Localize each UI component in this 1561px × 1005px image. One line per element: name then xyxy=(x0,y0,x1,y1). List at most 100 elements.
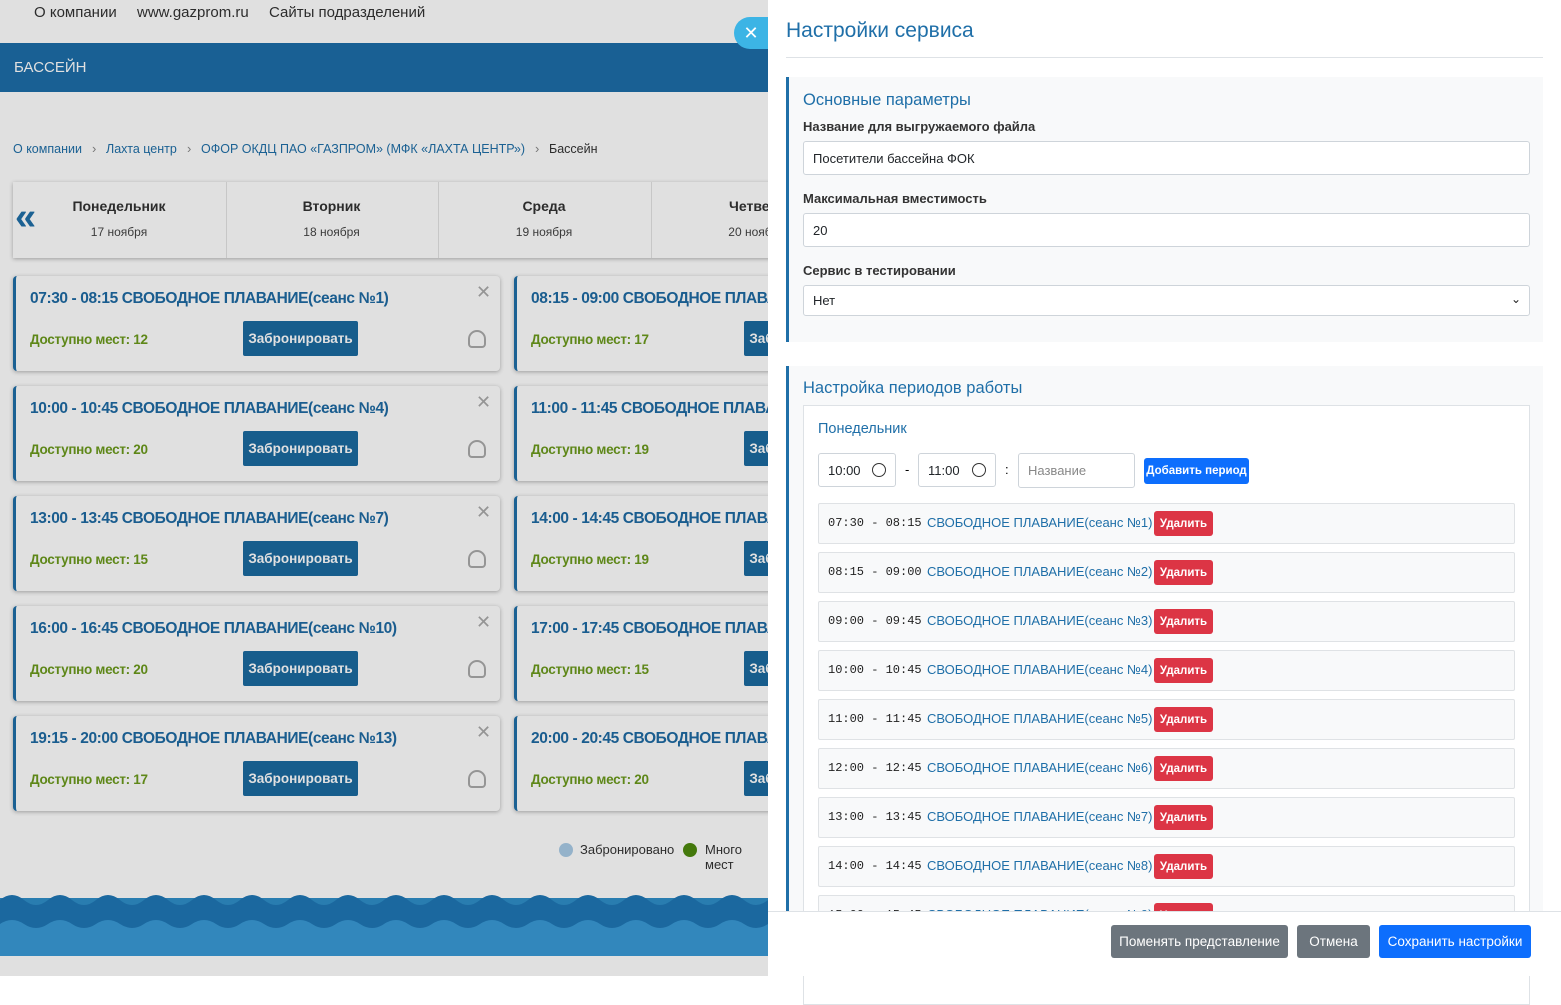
day-date: 17 ноября xyxy=(90,225,148,239)
background-page: « О компании www.gazprom.ru Сайты подразде… xyxy=(0,0,768,976)
available-seats: Доступно мест: 19 xyxy=(531,442,649,457)
available-seats: Доступно мест: 20 xyxy=(30,442,148,457)
session-title: 20:00 - 20:45 СВОБОДНОЕ ПЛАВАНИЕ(сеанс №… xyxy=(531,730,768,747)
delete-button[interactable]: Удалить xyxy=(1154,658,1213,683)
modal-overlay[interactable] xyxy=(0,0,768,976)
session-title: 14:00 - 14:45 СВОБОДНОЕ ПЛАВАНИЕ(сеанс №… xyxy=(531,510,768,527)
remove-icon[interactable]: ✕ xyxy=(476,612,492,632)
periods-section: Настройка периодов работы Понедельник 10:0… xyxy=(786,366,1543,1005)
available-seats: Доступно мест: 20 xyxy=(531,772,649,787)
nav-link[interactable]: Сайты подразделений xyxy=(269,4,426,21)
book-button[interactable]: Забронировать xyxy=(243,431,358,466)
remove-icon[interactable]: ✕ xyxy=(476,502,492,522)
day-date: 19 ноября xyxy=(515,225,573,239)
settings-panel: Настройки сервиса Основные параметры Назва… xyxy=(768,0,1561,1005)
legend-label: Много мест xyxy=(705,842,742,872)
delete-button[interactable]: Удалить xyxy=(1154,609,1213,634)
available-seats: Доступно мест: 17 xyxy=(30,772,148,787)
period-time: 11:00 - 11:45 xyxy=(828,712,922,726)
day-divider xyxy=(438,182,439,258)
book-button[interactable]: Забронировать xyxy=(744,321,768,356)
available-seats: Доступно мест: 17 xyxy=(531,332,649,347)
delete-button[interactable]: Удалить xyxy=(1154,854,1213,879)
session-card: 17:00 - 17:45 СВОБОДНОЕ ПЛАВАНИЕ(сеанс №… xyxy=(514,606,768,701)
delete-button[interactable]: Удалить xyxy=(1154,756,1213,781)
day-divider xyxy=(650,182,652,258)
name-input[interactable]: Название xyxy=(1018,453,1135,488)
delete-button[interactable]: Удалить xyxy=(1154,805,1213,830)
text-input[interactable]: Посетители бассейна ФОК xyxy=(803,141,1530,175)
prev-week[interactable]: « xyxy=(15,196,37,238)
section-heading: Настройка периодов работы xyxy=(803,379,1023,397)
book-button[interactable]: Забронировать xyxy=(243,321,358,356)
period-item: 13:00 - 13:45 СВОБОДНОЕ ПЛАВАНИЕ(сеанс №7… xyxy=(818,797,1515,838)
clock-icon xyxy=(972,463,986,477)
book-button[interactable]: Забронировать xyxy=(243,761,358,796)
legend-dot xyxy=(683,843,697,857)
dash: - xyxy=(905,462,910,477)
day-name[interactable]: Четверг xyxy=(729,198,768,214)
clock-icon xyxy=(872,463,886,477)
day-name[interactable]: Вторник xyxy=(302,198,361,214)
field-label: Сервис в тестировании xyxy=(803,263,956,278)
book-button[interactable]: Забронировать xyxy=(744,431,768,466)
period-item: 14:00 - 14:45 СВОБОДНОЕ ПЛАВАНИЕ(сеанс №8… xyxy=(818,846,1515,887)
period-name: СВОБОДНОЕ ПЛАВАНИЕ(сеанс №5) xyxy=(927,711,1153,726)
day-name[interactable]: Понедельник xyxy=(72,198,166,214)
footer-button[interactable]: Сохранить настройки xyxy=(1379,925,1531,958)
select-arrow: ⌄ xyxy=(1510,292,1521,306)
delete-button[interactable]: Удалить xyxy=(1154,560,1213,585)
book-button[interactable]: Забронировать xyxy=(243,541,358,576)
day-heading: Понедельник xyxy=(818,421,907,437)
nav-link[interactable]: www.gazprom.ru xyxy=(137,4,249,21)
panel-title: Настройки сервиса xyxy=(786,19,974,42)
book-button[interactable]: Забронировать xyxy=(243,651,358,686)
session-title: 10:00 - 10:45 СВОБОДНОЕ ПЛАВАНИЕ(сеанс №… xyxy=(30,400,389,417)
remove-icon[interactable]: ✕ xyxy=(476,282,492,302)
text-input[interactable]: 20 xyxy=(803,213,1530,247)
time-input[interactable]: 11:00 xyxy=(918,453,996,487)
book-button[interactable]: Забронировать xyxy=(744,651,768,686)
users-icon xyxy=(468,660,486,678)
add-period-button[interactable]: Добавить период xyxy=(1144,458,1249,484)
users-icon xyxy=(468,770,486,788)
section-heading: Основные параметры xyxy=(803,91,971,109)
book-button[interactable]: Забронировать xyxy=(744,761,768,796)
period-item: 07:30 - 08:15 СВОБОДНОЕ ПЛАВАНИЕ(сеанс №1… xyxy=(818,503,1515,544)
days-bar: « xyxy=(13,182,768,258)
delete-button[interactable]: Удалить xyxy=(1154,511,1213,536)
wave xyxy=(0,920,768,956)
period-time: 09:00 - 09:45 xyxy=(828,614,922,628)
session-card: 14:00 - 14:45 СВОБОДНОЕ ПЛАВАНИЕ(сеанс №… xyxy=(514,496,768,591)
time-input[interactable]: 10:00 xyxy=(818,453,896,487)
footer-button[interactable]: Отмена xyxy=(1297,925,1370,958)
period-name: СВОБОДНОЕ ПЛАВАНИЕ(сеанс №8) xyxy=(927,858,1153,873)
footer-button[interactable]: Поменять представление xyxy=(1111,925,1288,958)
day-name[interactable]: Среда xyxy=(522,198,566,214)
session-title: 17:00 - 17:45 СВОБОДНОЕ ПЛАВАНИЕ(сеанс №… xyxy=(531,620,768,637)
breadcrumb[interactable]: О компании xyxy=(13,142,82,156)
period-time: 07:30 - 08:15 xyxy=(828,516,922,530)
period-name: СВОБОДНОЕ ПЛАВАНИЕ(сеанс №1) xyxy=(927,515,1153,530)
breadcrumb[interactable]: Лахта центр xyxy=(106,142,177,156)
header-bar xyxy=(0,43,768,92)
breadcrumb: Бассейн xyxy=(549,142,598,156)
nav-link[interactable]: О компании xyxy=(34,4,117,21)
basic-section: Основные параметры Название для выгружаем… xyxy=(786,77,1543,342)
session-card: 10:00 - 10:45 СВОБОДНОЕ ПЛАВАНИЕ(сеанс №… xyxy=(13,386,500,481)
remove-icon[interactable]: ✕ xyxy=(476,722,492,742)
period-time: 08:15 - 09:00 xyxy=(828,565,922,579)
close-button[interactable]: ✕ xyxy=(734,17,768,49)
period-item: 09:00 - 09:45 СВОБОДНОЕ ПЛАВАНИЕ(сеанс №3… xyxy=(818,601,1515,642)
breadcrumb[interactable]: ОФОР ОКДЦ ПАО «ГАЗПРОМ» (МФК «ЛАХТА ЦЕНТ… xyxy=(201,142,525,156)
delete-button[interactable]: Удалить xyxy=(1154,707,1213,732)
book-button[interactable]: Забронировать xyxy=(744,541,768,576)
select[interactable]: Нет ⌄ xyxy=(803,285,1530,316)
breadcrumb-separator: › xyxy=(535,141,540,156)
remove-icon[interactable]: ✕ xyxy=(476,392,492,412)
breadcrumb-separator: › xyxy=(92,141,97,156)
divider xyxy=(786,57,1543,58)
users-icon xyxy=(468,550,486,568)
period-name: СВОБОДНОЕ ПЛАВАНИЕ(сеанс №7) xyxy=(927,809,1153,824)
day-divider xyxy=(225,182,227,258)
